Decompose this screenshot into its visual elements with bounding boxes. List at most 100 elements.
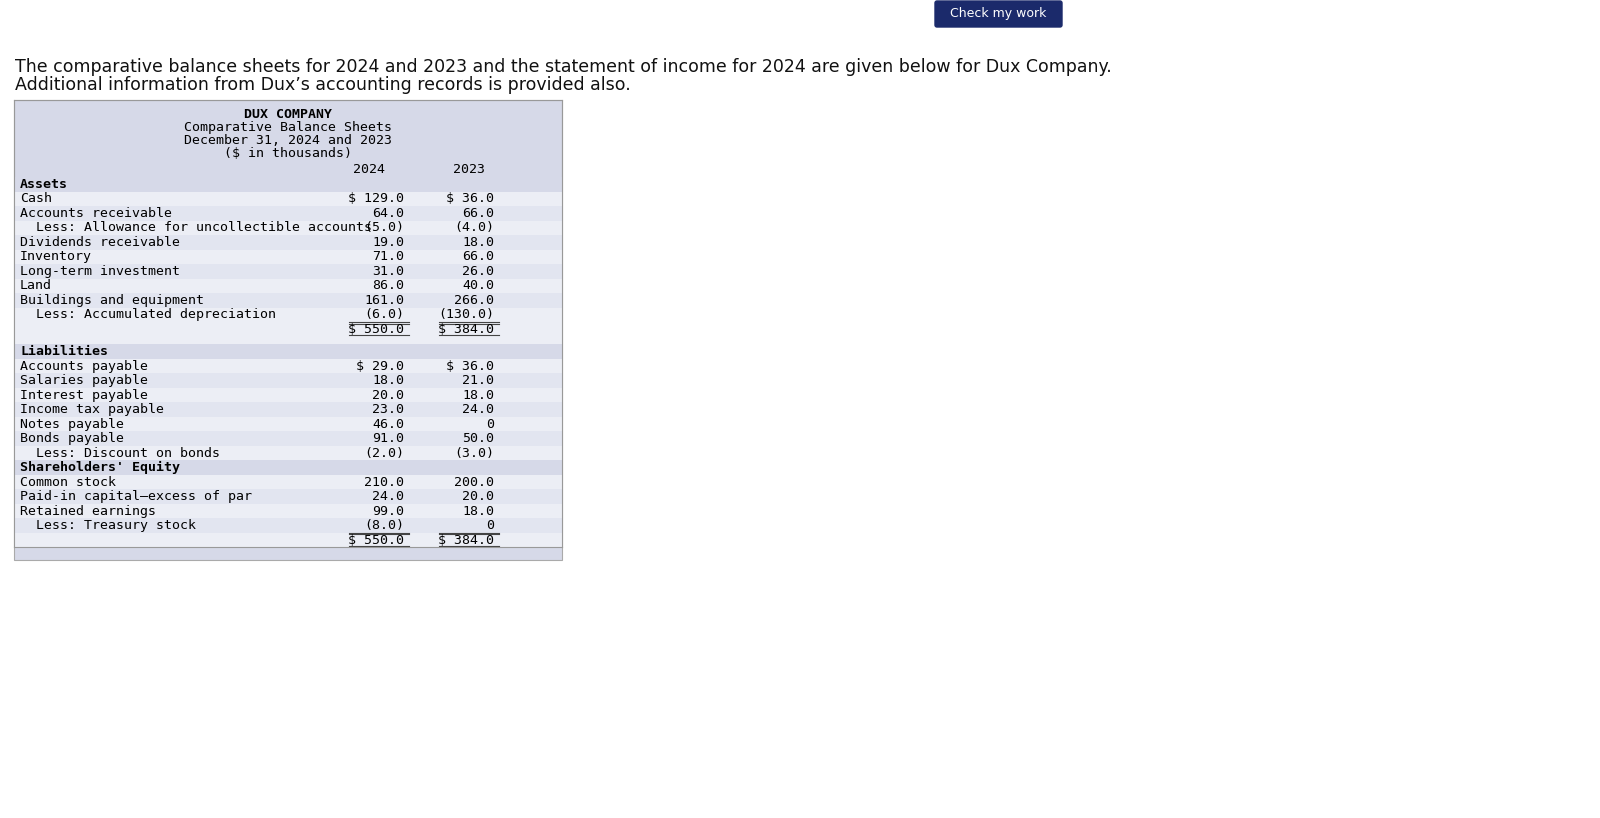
Text: Land: Land [19,279,51,292]
Text: Accounts receivable: Accounts receivable [19,207,173,220]
Text: The comparative balance sheets for 2024 and 2023 and the statement of income for: The comparative balance sheets for 2024 … [14,58,1112,76]
Bar [14,475,562,489]
Bar [14,221,562,235]
Text: Shareholders' Equity: Shareholders' Equity [19,461,179,474]
Bar [14,461,562,475]
Text: 86.0: 86.0 [371,279,403,292]
Bar [14,504,562,519]
Text: 31.0: 31.0 [371,265,403,278]
Text: 64.0: 64.0 [371,207,403,220]
Bar [14,191,562,206]
Text: $ 384.0: $ 384.0 [438,533,494,546]
Bar [14,264,562,278]
Text: Assets: Assets [19,178,67,191]
Bar [14,519,562,533]
Text: (3.0): (3.0) [454,447,494,460]
Text: Paid-in capital—excess of par: Paid-in capital—excess of par [19,490,253,503]
Bar [14,431,562,446]
Bar [14,374,562,388]
Text: Salaries payable: Salaries payable [19,374,147,387]
Bar [14,359,562,374]
Text: 266.0: 266.0 [454,294,494,307]
Text: 23.0: 23.0 [371,403,403,416]
Text: Buildings and equipment: Buildings and equipment [19,294,205,307]
Text: Income tax payable: Income tax payable [19,403,165,416]
Text: Check my work: Check my work [950,7,1046,20]
Text: 66.0: 66.0 [462,250,494,263]
Text: 91.0: 91.0 [371,432,403,445]
Text: Liabilities: Liabilities [19,345,109,358]
Text: $ 384.0: $ 384.0 [438,323,494,335]
Text: Bonds payable: Bonds payable [19,432,125,445]
Bar [14,402,562,417]
Text: $ 129.0: $ 129.0 [349,192,403,205]
Text: 66.0: 66.0 [462,207,494,220]
Bar [14,293,562,308]
Bar [14,206,562,221]
Text: Interest payable: Interest payable [19,389,147,402]
Text: Less: Treasury stock: Less: Treasury stock [19,519,195,533]
Bar [14,336,562,344]
Text: 0: 0 [486,519,494,533]
Bar [14,278,562,293]
Text: Inventory: Inventory [19,250,93,263]
Text: 40.0: 40.0 [462,279,494,292]
Text: Common stock: Common stock [19,476,115,488]
Text: 18.0: 18.0 [371,374,403,387]
FancyBboxPatch shape [934,1,1062,27]
Text: $ 550.0: $ 550.0 [349,323,403,335]
Bar [14,446,562,461]
Text: 99.0: 99.0 [371,505,403,518]
Text: 50.0: 50.0 [462,432,494,445]
Text: 2023: 2023 [453,163,485,176]
Text: Notes payable: Notes payable [19,418,125,431]
Bar [14,388,562,402]
Bar [14,308,562,322]
Text: 18.0: 18.0 [462,236,494,249]
Bar [14,100,562,560]
Text: Comparative Balance Sheets: Comparative Balance Sheets [184,121,392,134]
Text: 71.0: 71.0 [371,250,403,263]
Text: Retained earnings: Retained earnings [19,505,157,518]
Text: Dividends receivable: Dividends receivable [19,236,179,249]
Text: 20.0: 20.0 [371,389,403,402]
Text: DUX COMPANY: DUX COMPANY [243,108,333,121]
Text: 24.0: 24.0 [371,490,403,503]
Bar [14,344,562,359]
Text: Less: Discount on bonds: Less: Discount on bonds [19,447,221,460]
Text: 2024: 2024 [354,163,386,176]
Bar [14,249,562,264]
Text: 200.0: 200.0 [454,476,494,488]
Text: 20.0: 20.0 [462,490,494,503]
Text: 18.0: 18.0 [462,505,494,518]
Text: $ 29.0: $ 29.0 [355,360,403,373]
Text: (6.0): (6.0) [365,308,403,321]
Text: 210.0: 210.0 [365,476,403,488]
Text: $ 36.0: $ 36.0 [446,360,494,373]
Text: ($ in thousands): ($ in thousands) [224,147,352,160]
Text: 46.0: 46.0 [371,418,403,431]
Text: $ 36.0: $ 36.0 [446,192,494,205]
Text: (8.0): (8.0) [365,519,403,533]
Text: Less: Accumulated depreciation: Less: Accumulated depreciation [19,308,277,321]
Bar [14,177,562,191]
Text: 21.0: 21.0 [462,374,494,387]
Bar [14,417,562,431]
Text: December 31, 2024 and 2023: December 31, 2024 and 2023 [184,134,392,147]
Text: 18.0: 18.0 [462,389,494,402]
Text: (2.0): (2.0) [365,447,403,460]
Text: Accounts payable: Accounts payable [19,360,147,373]
Bar [14,489,562,504]
Text: Long-term investment: Long-term investment [19,265,179,278]
Text: (130.0): (130.0) [438,308,494,321]
Text: 161.0: 161.0 [365,294,403,307]
Text: (4.0): (4.0) [454,221,494,234]
Text: Less: Allowance for uncollectible accounts: Less: Allowance for uncollectible accoun… [19,221,371,234]
Text: Additional information from Dux’s accounting records is provided also.: Additional information from Dux’s accoun… [14,76,630,94]
Text: Cash: Cash [19,192,51,205]
Bar [14,533,562,547]
Bar [14,235,562,249]
Text: 24.0: 24.0 [462,403,494,416]
Text: $ 550.0: $ 550.0 [349,533,403,546]
Text: 0: 0 [486,418,494,431]
